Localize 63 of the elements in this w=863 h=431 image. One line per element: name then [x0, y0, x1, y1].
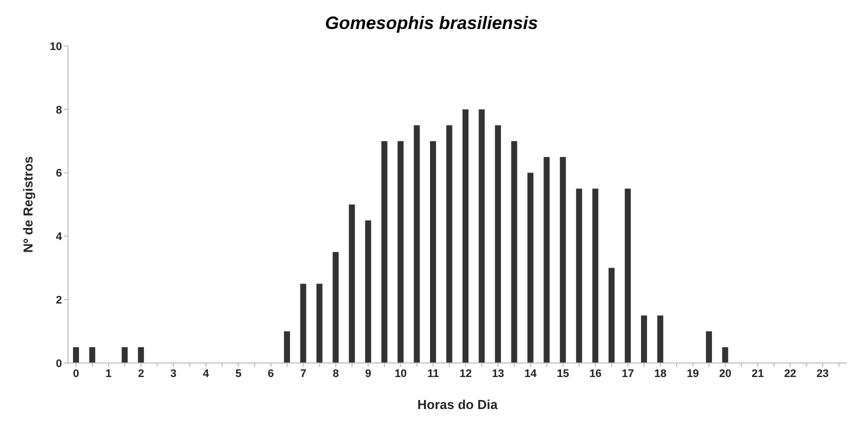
bar [446, 125, 452, 363]
x-tick-label: 16 [589, 368, 602, 380]
chart-title: Gomesophis brasiliensis [324, 12, 540, 35]
x-tick-label: 7 [300, 368, 306, 380]
bar [365, 220, 372, 363]
y-tick-label: 10 [50, 40, 62, 53]
x-tick-label: 5 [235, 368, 242, 380]
bar [527, 172, 534, 363]
bar [122, 347, 128, 363]
x-tick-label: 4 [202, 368, 210, 380]
bar [348, 204, 355, 363]
bar [592, 188, 598, 363]
bar [641, 315, 648, 363]
bar [706, 331, 712, 363]
x-tick-label: 8 [332, 368, 339, 380]
x-tick-label: 10 [394, 368, 407, 380]
x-tick-label: 17 [622, 368, 634, 380]
bar [657, 315, 664, 363]
x-tick-label: 18 [654, 368, 666, 380]
bar [316, 284, 322, 363]
bar [494, 125, 501, 363]
x-tick-label: 13 [492, 368, 504, 380]
x-tick-label: 19 [686, 368, 699, 380]
x-tick-label: 3 [170, 368, 177, 380]
bar [560, 156, 566, 363]
y-tick-label: 6 [56, 168, 62, 180]
bar [332, 252, 339, 363]
y-axis-title: Nº de Registros [20, 156, 36, 253]
bar [608, 268, 615, 363]
x-tick-label: 11 [427, 368, 439, 380]
bar [478, 109, 485, 363]
x-tick-label: 23 [816, 368, 829, 380]
bar [624, 188, 631, 363]
bar [544, 156, 550, 363]
x-tick-label: 12 [459, 368, 472, 380]
bar [511, 141, 518, 363]
x-tick-label: 14 [524, 368, 538, 380]
y-tick-label: 2 [56, 294, 62, 307]
bar [398, 141, 404, 363]
bar [381, 141, 388, 363]
x-tick-label: 1 [106, 368, 112, 380]
bar [284, 331, 290, 363]
x-tick-label: 15 [556, 368, 570, 380]
bar [462, 109, 468, 363]
x-tick-label: 21 [752, 368, 764, 380]
x-tick-label: 2 [138, 368, 144, 380]
bar [138, 347, 144, 363]
bar [430, 141, 436, 363]
x-tick-label: 0 [73, 368, 80, 380]
x-tick-label: 22 [784, 368, 796, 380]
bar [576, 188, 582, 363]
bar [414, 125, 420, 363]
bar [300, 284, 306, 363]
bar [73, 347, 79, 363]
y-tick-label: 0 [56, 358, 62, 370]
y-tick-label: 4 [56, 231, 63, 244]
x-axis-title: Horas do Dia [417, 397, 498, 412]
x-tick-label: 6 [268, 368, 274, 380]
y-tick-label: 8 [56, 104, 62, 116]
bar [722, 347, 728, 363]
x-tick-label: 20 [719, 368, 732, 380]
bar [89, 347, 96, 363]
x-tick-label: 9 [365, 368, 372, 380]
